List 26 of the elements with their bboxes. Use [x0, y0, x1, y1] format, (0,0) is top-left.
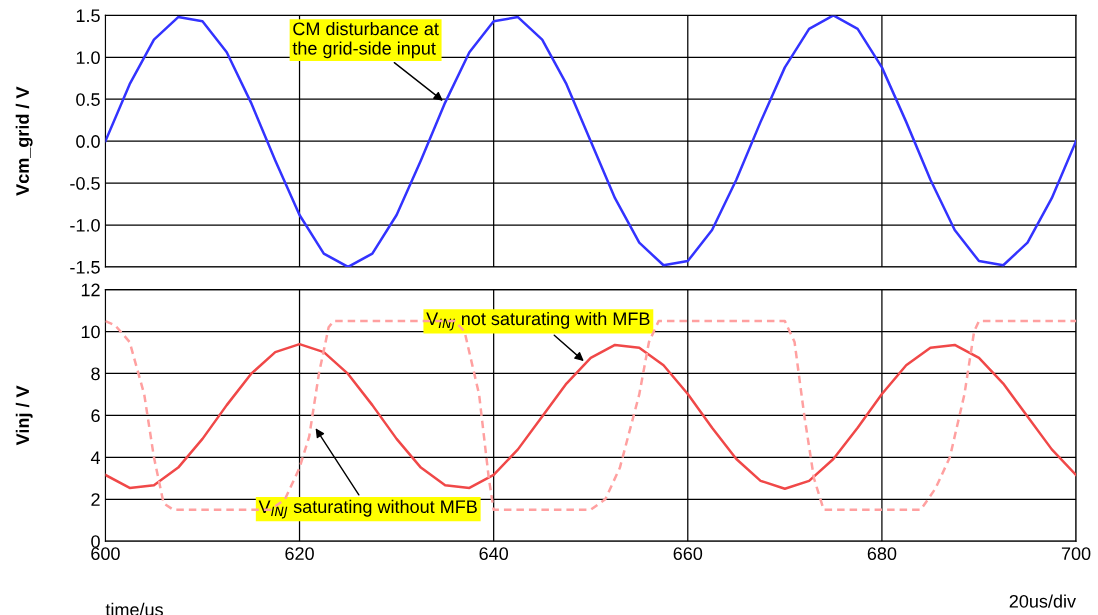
y-tick-label: 0: [91, 535, 100, 548]
y-tick-label: 12: [81, 283, 100, 297]
y-tick-label: 4: [90, 451, 101, 464]
x-tick-label: 700: [1061, 547, 1091, 561]
y-tick-label: 1.5: [76, 9, 100, 23]
line-series: [105, 15, 1077, 267]
x-tick-label: 660: [673, 547, 703, 561]
y-tick-label: 10: [81, 325, 100, 339]
y-tick-label: 1.0: [76, 51, 100, 65]
y-tick-label: -1.5: [70, 261, 100, 274]
x-tick-label: 640: [479, 547, 509, 561]
y-tick-label: 8: [91, 367, 100, 381]
y-tick-label: 2: [91, 493, 100, 506]
y-tick-label: -0.5: [70, 177, 100, 190]
y-axis-title: Vcm_grid / V: [15, 86, 33, 196]
y-tick-label: 6: [91, 409, 100, 423]
y-tick-label: 0.0: [76, 135, 100, 148]
y-axis-title: Vinj / V: [15, 385, 33, 446]
annotation: CM disturbance at the grid-side input: [292, 21, 439, 59]
x-tick-label: 620: [285, 547, 314, 561]
y-tick-label: -1.0: [70, 218, 100, 232]
text: 20us/div: [1009, 594, 1076, 608]
line-series: [105, 342, 1077, 491]
x-tick-label: 680: [867, 547, 897, 561]
y-tick-label: 0.5: [76, 93, 100, 106]
x-tick-label: 600: [91, 547, 120, 561]
